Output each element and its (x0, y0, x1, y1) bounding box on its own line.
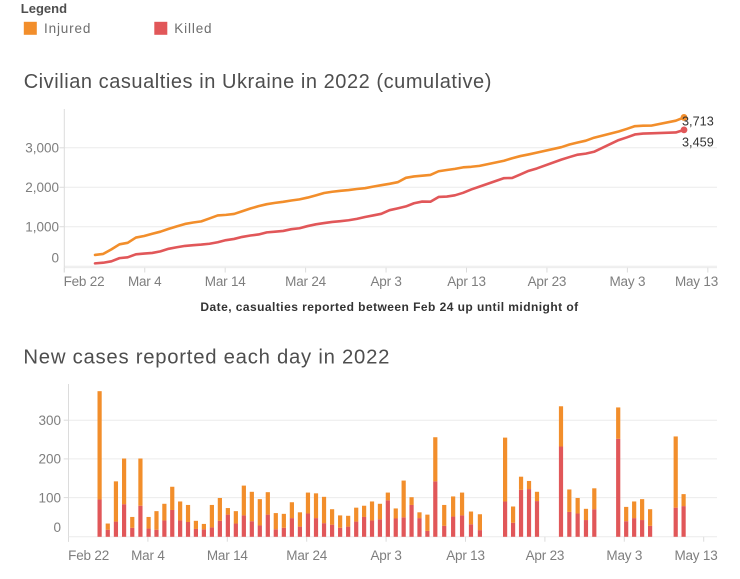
svg-text:Apr 23: Apr 23 (526, 548, 565, 563)
svg-text:300: 300 (38, 413, 61, 428)
svg-text:1,000: 1,000 (25, 219, 59, 234)
svg-text:Apr 3: Apr 3 (370, 548, 401, 563)
svg-text:Apr 3: Apr 3 (370, 274, 401, 289)
svg-text:Mar 24: Mar 24 (285, 274, 327, 289)
svg-text:Apr 23: Apr 23 (528, 274, 567, 289)
svg-text:3,713: 3,713 (682, 114, 714, 128)
svg-text:Injured: Injured (44, 21, 91, 36)
svg-text:Apr 13: Apr 13 (447, 274, 486, 289)
svg-text:0: 0 (51, 251, 59, 266)
svg-text:New cases reported each day in: New cases reported each day in 2022 (23, 347, 390, 369)
svg-text:2,000: 2,000 (25, 180, 59, 195)
svg-text:Mar 4: Mar 4 (131, 548, 165, 563)
svg-text:Civilian casualties in Ukraine: Civilian casualties in Ukraine in 2022 (… (24, 71, 492, 93)
svg-text:Mar 14: Mar 14 (207, 548, 249, 563)
svg-text:May 13: May 13 (675, 274, 718, 289)
svg-text:Legend: Legend (21, 1, 67, 16)
svg-text:May 3: May 3 (606, 548, 642, 563)
svg-text:May 3: May 3 (610, 274, 646, 289)
svg-text:3,459: 3,459 (682, 136, 714, 150)
svg-text:Mar 24: Mar 24 (286, 548, 328, 563)
svg-text:May 13: May 13 (674, 548, 717, 563)
svg-text:Mar 14: Mar 14 (205, 274, 247, 289)
svg-text:100: 100 (38, 490, 61, 505)
svg-text:200: 200 (38, 452, 61, 467)
svg-text:0: 0 (53, 520, 61, 535)
svg-text:Date, casualties reported betw: Date, casualties reported between Feb 24… (200, 300, 579, 314)
svg-text:Mar 4: Mar 4 (128, 274, 162, 289)
svg-text:Killed: Killed (174, 21, 212, 36)
svg-text:Apr 13: Apr 13 (446, 548, 485, 563)
svg-text:3,000: 3,000 (25, 141, 59, 156)
svg-text:Feb 22: Feb 22 (64, 274, 105, 289)
svg-text:Feb 22: Feb 22 (68, 548, 109, 563)
